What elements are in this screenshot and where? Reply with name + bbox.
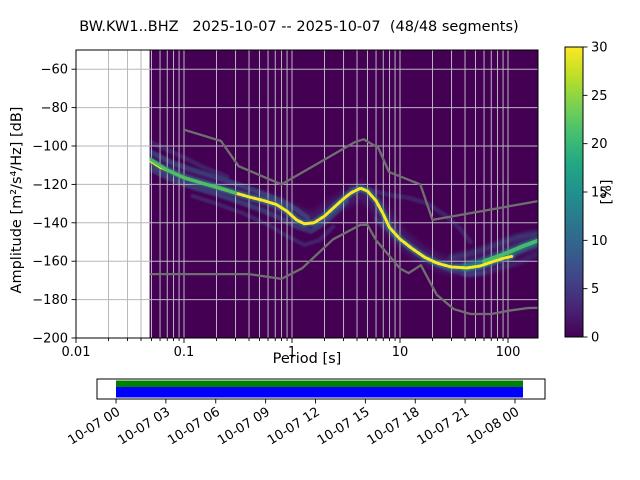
plot-title: BW.KW1..BHZ 2025-10-07 -- 2025-10-07 (48… — [79, 19, 518, 35]
y-tick-label: −180 — [32, 293, 68, 308]
gridlines — [75, 50, 538, 338]
nhnm-curve — [183, 128, 538, 222]
y-tick-label: −80 — [41, 101, 68, 116]
colorbar-tick-label: 5 — [591, 282, 599, 297]
y-tick-label: −60 — [41, 63, 68, 78]
psd-histogram-mode — [149, 156, 538, 272]
colorbar-tick-label: 30 — [591, 41, 608, 56]
y-tick-label: −160 — [32, 255, 68, 270]
timeline-tick-label: 10-07 21 — [415, 405, 473, 449]
timeline-tick-label: 10-07 03 — [115, 405, 173, 449]
strand-right-fan-lower — [462, 252, 538, 278]
noise-model-curves — [149, 128, 538, 316]
colorbar-tick-label: 0 — [591, 331, 599, 346]
x-tick-label: 0.1 — [174, 345, 195, 360]
x-tick-label: 10 — [392, 345, 409, 360]
x-tick-label: 100 — [496, 345, 521, 360]
timeline-tick-label: 10-07 09 — [215, 405, 273, 449]
timeline-tick-label: 10-07 15 — [315, 405, 373, 449]
timeline-tick-label: 10-07 18 — [365, 405, 423, 449]
x-tick-label: 0.01 — [62, 345, 91, 360]
colorbar-tick-label: 10 — [591, 234, 608, 249]
strand-green-left — [149, 157, 238, 195]
timeline-tick-label: 10-07 12 — [265, 405, 323, 449]
strand-green-tail — [482, 239, 538, 264]
nlnm-curve — [149, 223, 538, 316]
strand-lower-fan — [190, 193, 336, 247]
timeline-tick-label: 10-07 06 — [165, 405, 223, 449]
coverage-bar-green — [116, 380, 523, 387]
colorbar-label: [%] — [599, 179, 615, 204]
axes-frame-and-ticks: 0.01 0.1 1 10 100 −60 −80 −100 −120 −140 −160 −180 −… — [32, 49, 539, 360]
timeline-tick-label: 10-07 00 — [66, 405, 124, 449]
y-tick-label: −100 — [32, 140, 68, 155]
colorbar-gradient — [565, 47, 583, 337]
colorbar: 0 5 10 15 20 25 30 — [564, 41, 608, 346]
y-tick-label: −140 — [32, 216, 68, 231]
x-tick-label: 1 — [288, 345, 296, 360]
y-tick-label: −200 — [32, 332, 68, 347]
y-tick-label: −120 — [32, 178, 68, 193]
strand-lower-strand — [149, 166, 350, 234]
colorbar-tick-label: 20 — [591, 137, 608, 152]
timeline-tick-label: 10-08 00 — [465, 405, 523, 449]
plot-background — [76, 50, 539, 338]
coverage-bar-blue — [116, 387, 523, 398]
x-axis-label: Period [s] — [273, 351, 342, 367]
colorbar-tick-label: 15 — [591, 186, 608, 201]
colorbar-tick-label: 25 — [591, 89, 608, 104]
y-axis-label: Amplitude [m²/s⁴/Hz] [dB] — [9, 107, 25, 294]
